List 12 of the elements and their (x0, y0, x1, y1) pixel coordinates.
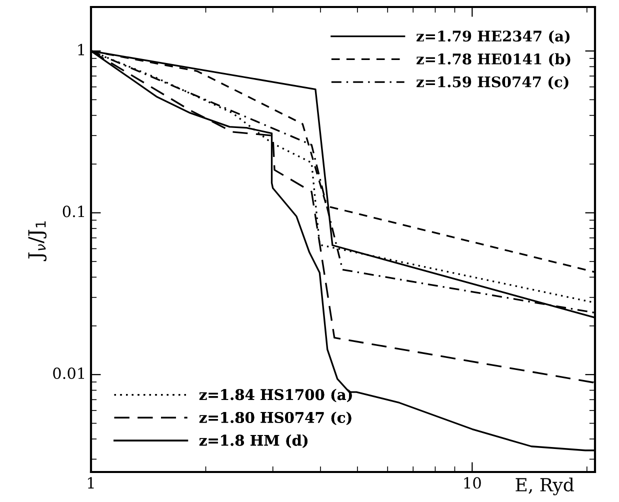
legend-label: z=1.78 HE0141 (b) (416, 53, 570, 67)
y-tick-label: 0.01 (53, 367, 84, 380)
x-axis-title: E, Ryd (516, 478, 574, 496)
legend-label: z=1.8 HM (d) (199, 434, 308, 448)
x-tick-label: 10 (464, 477, 481, 489)
y-tick-label: 0.1 (62, 206, 84, 218)
legend-label: z=1.59 HS0747 (c) (416, 76, 568, 90)
legend-label: z=1.79 HE2347 (a) (416, 30, 570, 44)
legend-label: z=1.80 HS0747 (c) (199, 412, 352, 426)
legend-label: z=1.84 HS1700 (a) (199, 388, 352, 402)
y-tick-label: 1 (78, 44, 84, 56)
y-axis-title: J$_{ν}$/J$_{1}$ (28, 221, 47, 262)
